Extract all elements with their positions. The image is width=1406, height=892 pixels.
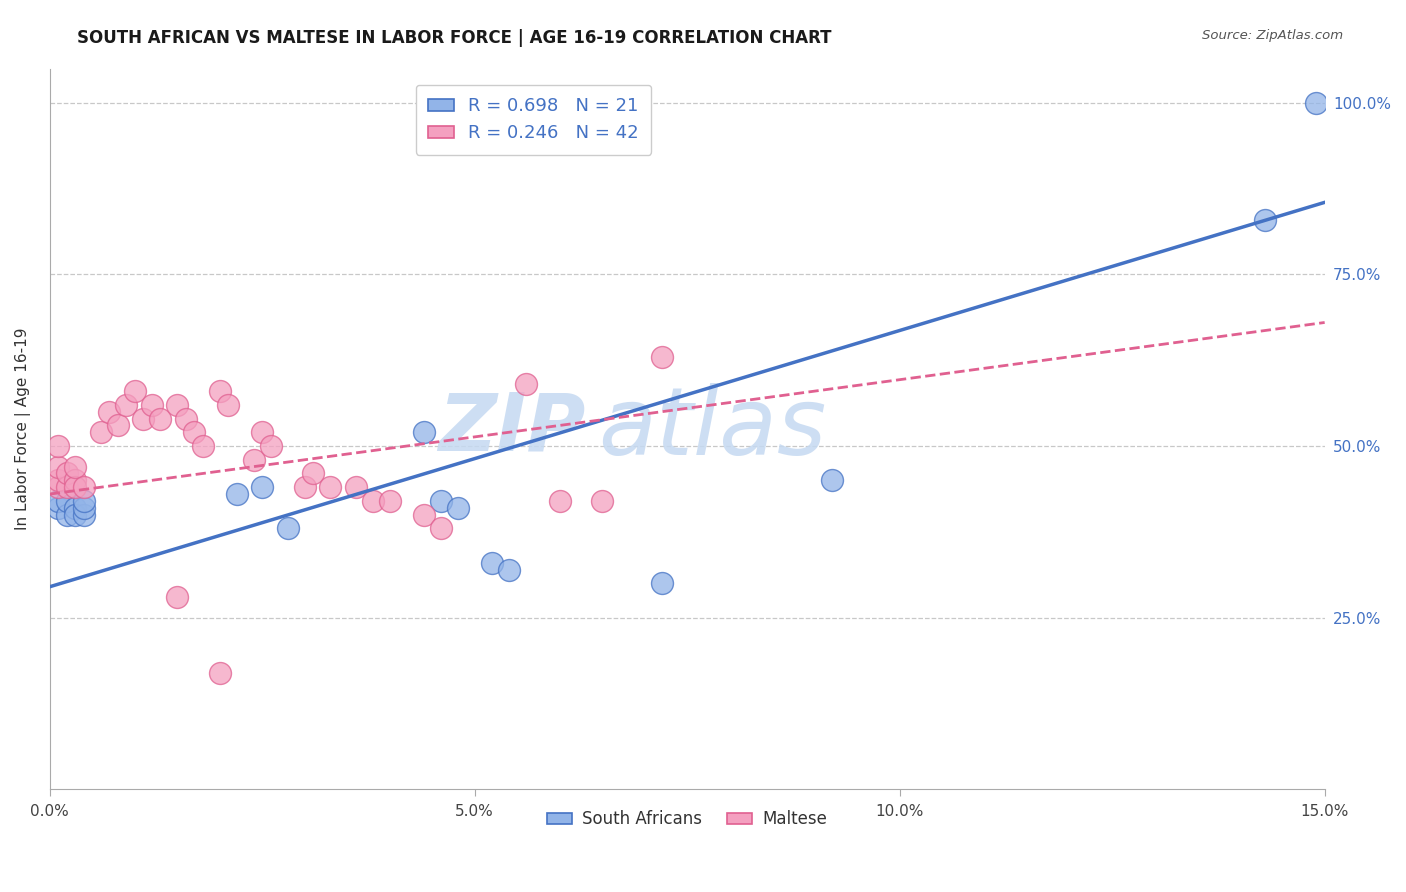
Point	[46, 500, 69, 515]
Point	[208, 665, 231, 680]
Point	[98, 405, 121, 419]
Point	[217, 398, 239, 412]
Point	[429, 494, 451, 508]
Point	[166, 398, 188, 412]
Point	[115, 398, 138, 412]
Point	[651, 350, 673, 364]
Point	[65, 508, 87, 522]
Point	[412, 508, 434, 522]
Point	[55, 480, 77, 494]
Point	[481, 556, 503, 570]
Point	[302, 467, 325, 481]
Point	[191, 439, 214, 453]
Point	[225, 487, 247, 501]
Point	[242, 452, 264, 467]
Point	[252, 425, 274, 440]
Point	[447, 500, 470, 515]
Point	[166, 590, 188, 604]
Point	[46, 474, 69, 488]
Point	[591, 494, 613, 508]
Point	[1305, 95, 1327, 110]
Point	[124, 384, 146, 398]
Point	[319, 480, 342, 494]
Point	[361, 494, 384, 508]
Point	[651, 576, 673, 591]
Point	[55, 508, 77, 522]
Y-axis label: In Labor Force | Age 16-19: In Labor Force | Age 16-19	[15, 327, 31, 530]
Point	[132, 411, 155, 425]
Point	[252, 480, 274, 494]
Point	[65, 480, 87, 494]
Point	[73, 500, 96, 515]
Point	[344, 480, 367, 494]
Point	[55, 467, 77, 481]
Point	[498, 563, 520, 577]
Point	[183, 425, 205, 440]
Point	[260, 439, 283, 453]
Point	[107, 418, 129, 433]
Point	[515, 377, 537, 392]
Point	[277, 521, 299, 535]
Point	[149, 411, 172, 425]
Point	[208, 384, 231, 398]
Point	[294, 480, 316, 494]
Point	[73, 508, 96, 522]
Point	[73, 494, 96, 508]
Text: ZIP: ZIP	[437, 390, 585, 468]
Point	[174, 411, 197, 425]
Point	[65, 500, 87, 515]
Point	[46, 439, 69, 453]
Legend: South Africans, Maltese: South Africans, Maltese	[540, 804, 834, 835]
Point	[141, 398, 163, 412]
Point	[429, 521, 451, 535]
Point	[90, 425, 112, 440]
Point	[821, 474, 844, 488]
Point	[1254, 212, 1277, 227]
Point	[55, 494, 77, 508]
Point	[1399, 721, 1406, 735]
Text: Source: ZipAtlas.com: Source: ZipAtlas.com	[1202, 29, 1343, 42]
Point	[73, 480, 96, 494]
Point	[46, 480, 69, 494]
Point	[46, 459, 69, 474]
Point	[378, 494, 401, 508]
Text: atlas: atlas	[598, 384, 827, 475]
Text: SOUTH AFRICAN VS MALTESE IN LABOR FORCE | AGE 16-19 CORRELATION CHART: SOUTH AFRICAN VS MALTESE IN LABOR FORCE …	[77, 29, 832, 46]
Point	[65, 474, 87, 488]
Point	[46, 494, 69, 508]
Point	[412, 425, 434, 440]
Point	[65, 459, 87, 474]
Point	[548, 494, 571, 508]
